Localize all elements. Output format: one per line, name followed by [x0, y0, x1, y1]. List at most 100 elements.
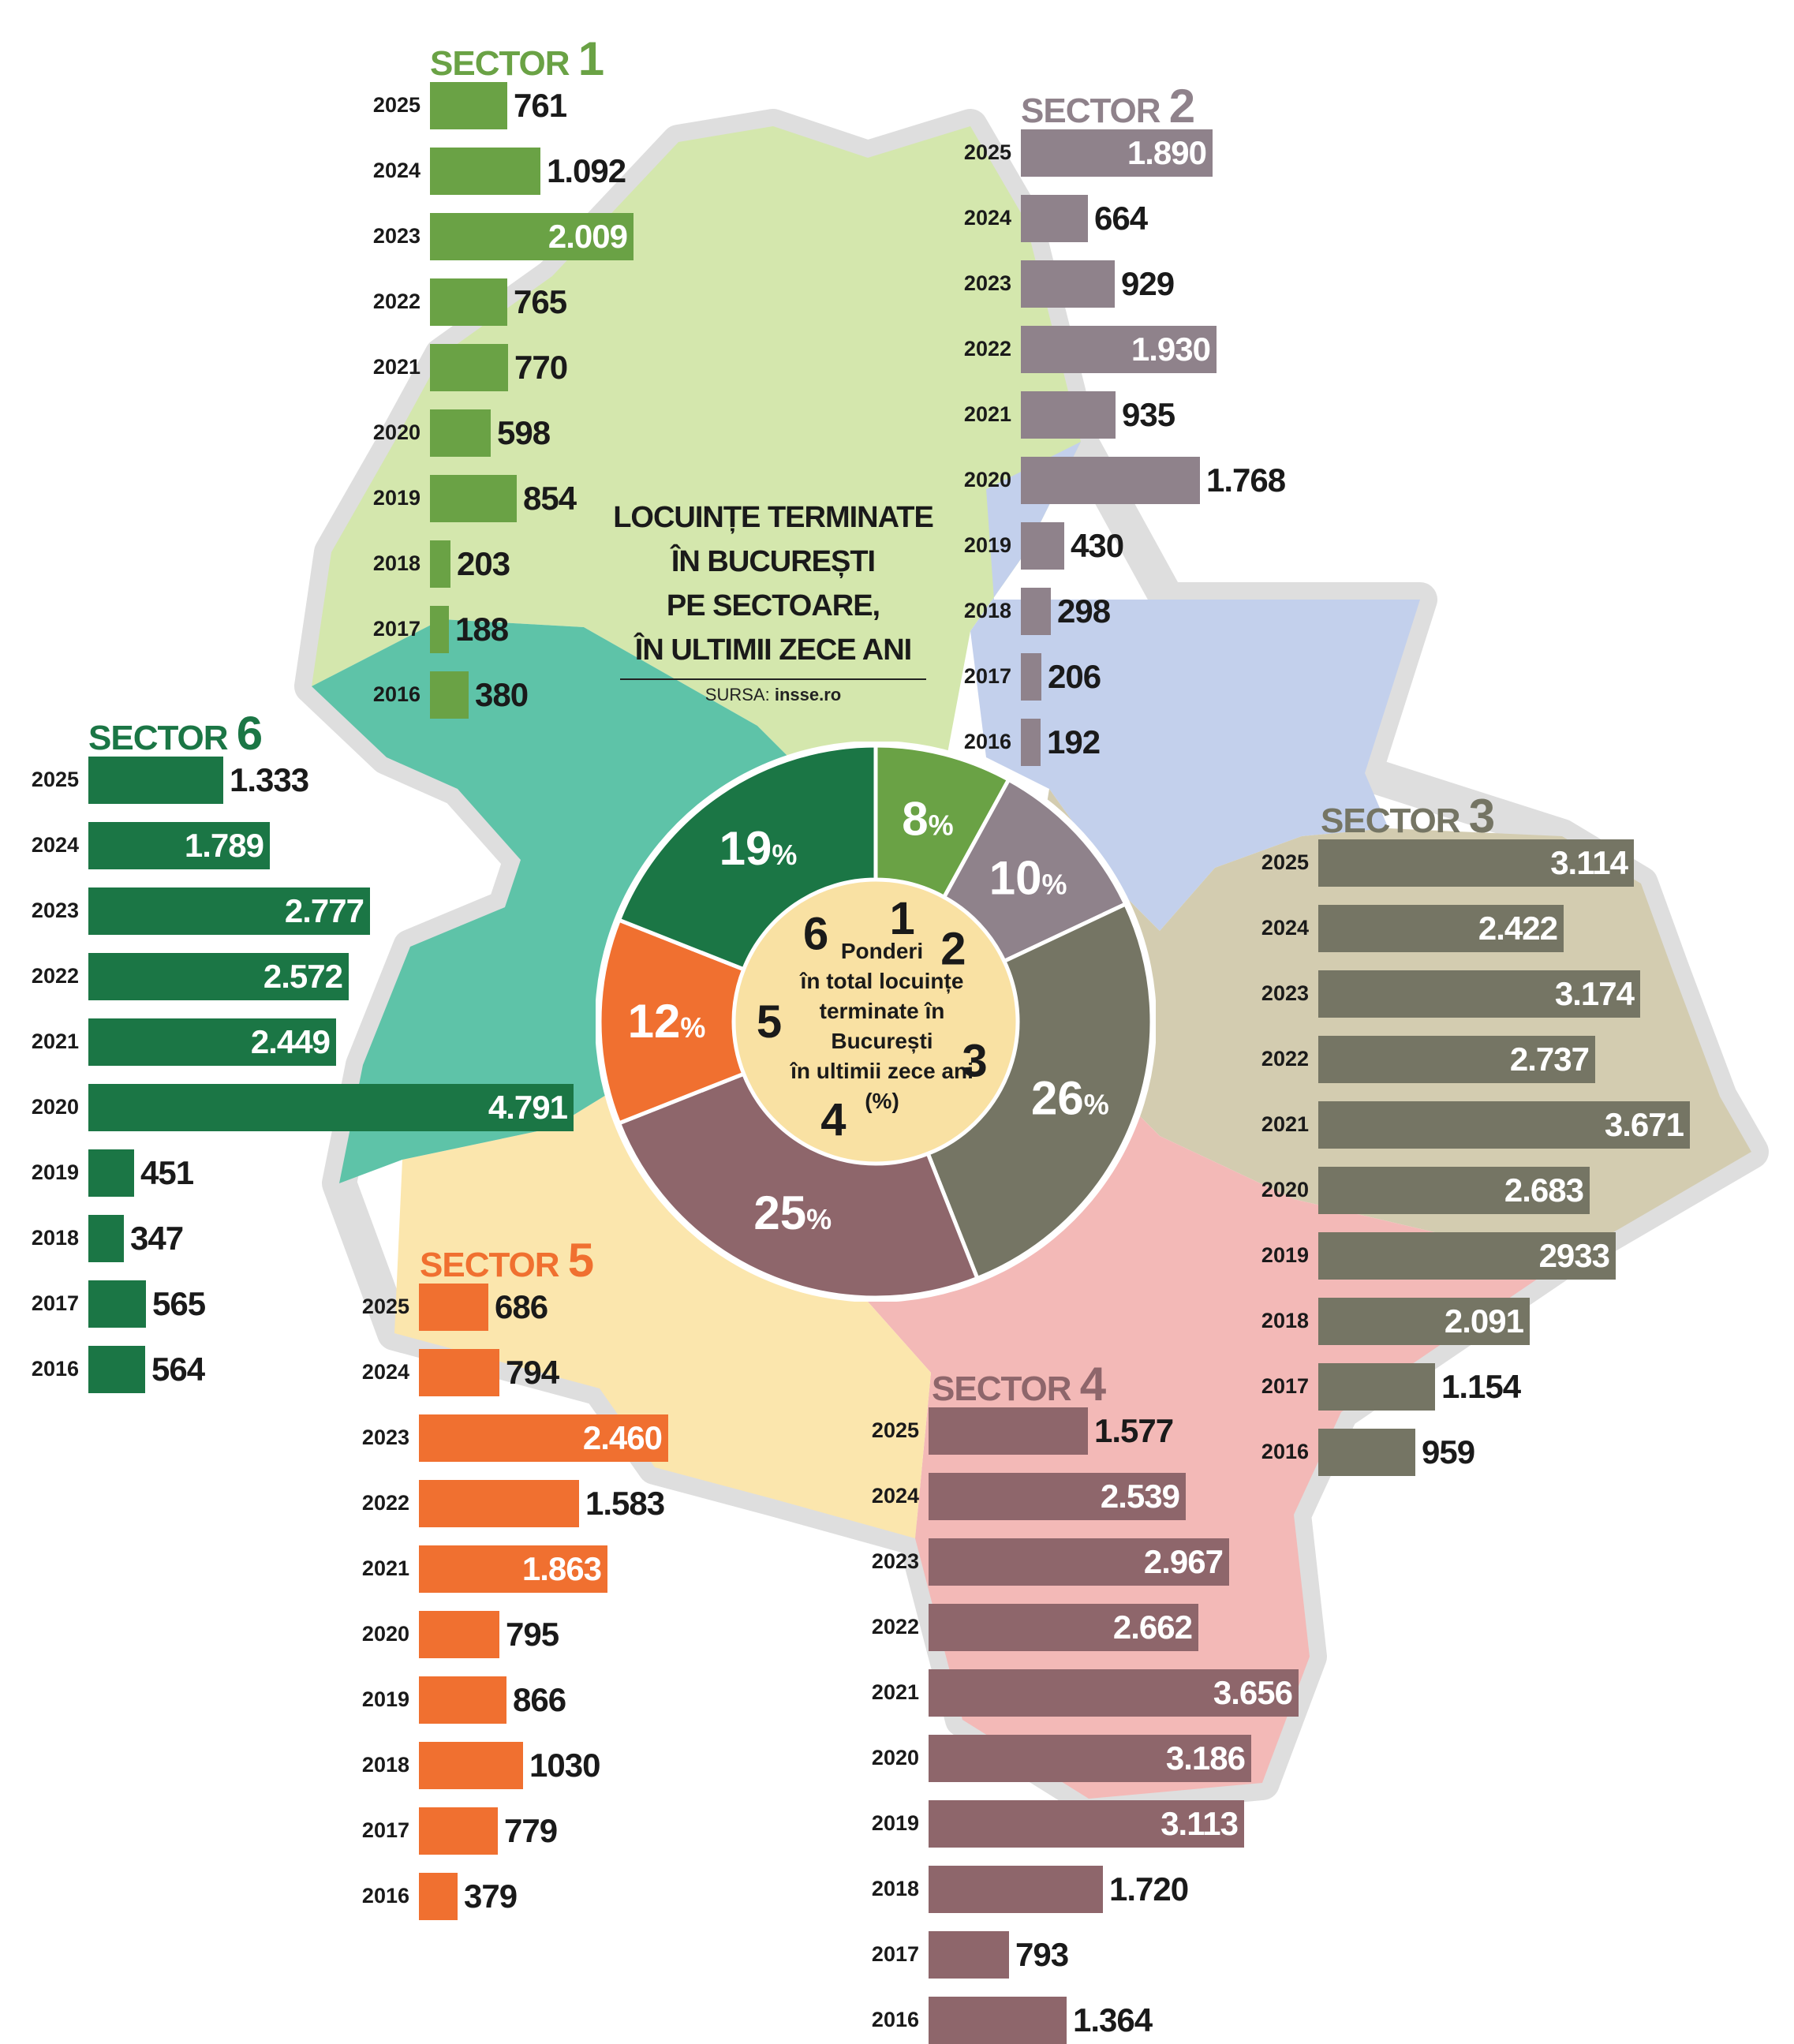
sector-title-word: SECTOR [1021, 92, 1169, 130]
bar-year-label: 2018 [871, 1877, 919, 1900]
bar [430, 606, 449, 653]
bar-value-label: 2.777 [284, 892, 364, 929]
donut-center-label: terminate în [820, 999, 945, 1023]
bar-year-label: 2021 [372, 355, 420, 379]
bar-year-label: 2017 [31, 1291, 79, 1315]
donut-slice-value: 25 [753, 1186, 806, 1239]
donut-slice-unit: % [806, 1203, 832, 1235]
bar [929, 1997, 1067, 2044]
bar-value-label: 1.720 [1109, 1870, 1189, 1908]
bar [1021, 391, 1116, 439]
bar-value-label: 379 [464, 1878, 518, 1915]
bar [88, 887, 370, 935]
bar-value-label: 794 [506, 1354, 559, 1391]
donut-sector-number: 2 [940, 924, 966, 975]
bar-value-label: 2933 [1538, 1237, 1610, 1274]
bar-value-label: 598 [497, 414, 551, 451]
bar [929, 1538, 1229, 1586]
bar [1318, 839, 1634, 887]
bar-value-label: 3.186 [1165, 1739, 1246, 1777]
bar [419, 1676, 506, 1724]
bar-year-label: 2022 [372, 290, 420, 313]
donut-slice-unit: % [680, 1011, 705, 1044]
bar-year-label: 2016 [372, 682, 420, 706]
sector-title-number: 2 [1168, 80, 1195, 133]
bar-year-label: 2016 [31, 1357, 79, 1381]
bar-value-label: 1.890 [1127, 134, 1207, 171]
bar-year-label: 2018 [361, 1753, 409, 1777]
bar [430, 344, 508, 391]
donut-slice-value: 10 [989, 852, 1042, 905]
sector-6-title: SECTOR 6 [88, 706, 263, 760]
donut-slice-sector-4 [616, 1071, 981, 1300]
bar [1318, 905, 1564, 952]
donut-slice-label: 26% [1031, 1072, 1109, 1125]
bar-year-label: 2023 [1261, 981, 1309, 1005]
bar-year-label: 2023 [31, 899, 79, 922]
bar-value-label: 2.091 [1444, 1302, 1524, 1340]
bar-year-label: 2021 [1261, 1112, 1309, 1136]
bar [419, 1807, 498, 1855]
sector-title-number: 6 [236, 707, 263, 760]
bar-value-label: 2.539 [1100, 1478, 1180, 1515]
bar [419, 1742, 523, 1789]
bar-value-label: 793 [1015, 1936, 1069, 1973]
bar [419, 1545, 607, 1593]
sector-4-title: SECTOR 4 [932, 1357, 1106, 1411]
donut-slice-unit: % [772, 839, 797, 871]
bar-year-label: 2025 [361, 1295, 409, 1318]
bar-value-label: 929 [1121, 265, 1175, 302]
bar [430, 475, 517, 522]
bar-value-label: 3.174 [1554, 975, 1635, 1012]
donut-slice-unit: % [1084, 1089, 1109, 1121]
bar-year-label: 2018 [31, 1226, 79, 1250]
bar-year-label: 2024 [1261, 916, 1309, 940]
donut-sector-number: 1 [889, 893, 914, 944]
source-note: SURSA: insse.ro [607, 685, 939, 705]
bar-year-label: 2016 [1261, 1440, 1309, 1463]
bar-year-label: 2017 [361, 1818, 409, 1842]
sector-title-word: SECTOR [88, 719, 237, 757]
bar-year-label: 2025 [1261, 850, 1309, 874]
bar-value-label: 1030 [529, 1747, 600, 1784]
donut-slice-label: 25% [753, 1186, 832, 1239]
title-line-3: PE SECTOARE, [666, 589, 880, 622]
bar-year-label: 2025 [871, 1418, 919, 1442]
bar-year-label: 2019 [361, 1687, 409, 1711]
bar-value-label: 206 [1048, 658, 1101, 695]
bar-value-label: 854 [523, 480, 577, 517]
bar-year-label: 2022 [361, 1491, 409, 1515]
bar-value-label: 770 [514, 349, 568, 386]
bar [88, 1084, 574, 1131]
title-divider [620, 678, 926, 680]
bar-value-label: 664 [1094, 200, 1148, 237]
sector-title-number: 3 [1468, 790, 1495, 843]
bar [1318, 1298, 1530, 1345]
bar-year-label: 2022 [1261, 1047, 1309, 1071]
sector-title-number: 4 [1079, 1358, 1106, 1411]
bar [430, 278, 507, 326]
bar-year-label: 2021 [361, 1556, 409, 1580]
donut-slice-label: 10% [989, 852, 1067, 905]
bar [88, 822, 270, 869]
bar [1021, 260, 1115, 308]
bar-year-label: 2025 [963, 140, 1011, 164]
bar [1021, 719, 1041, 766]
bar-year-label: 2022 [871, 1615, 919, 1639]
bar [419, 1873, 458, 1920]
bar [929, 1407, 1088, 1455]
bar-value-label: 2.460 [582, 1419, 663, 1456]
bar [929, 1604, 1198, 1651]
bar [430, 213, 634, 260]
bar-value-label: 192 [1047, 723, 1101, 760]
bar-value-label: 451 [140, 1154, 194, 1191]
bar-year-label: 2019 [372, 486, 420, 510]
bar-value-label: 298 [1057, 592, 1111, 630]
bar [1021, 653, 1041, 701]
bar-value-label: 959 [1422, 1433, 1475, 1470]
bar [88, 1018, 336, 1066]
bar [88, 1149, 134, 1197]
bar-value-label: 1.092 [547, 152, 626, 189]
donut-slice-label: 19% [719, 822, 798, 875]
bar-year-label: 2019 [963, 533, 1011, 557]
